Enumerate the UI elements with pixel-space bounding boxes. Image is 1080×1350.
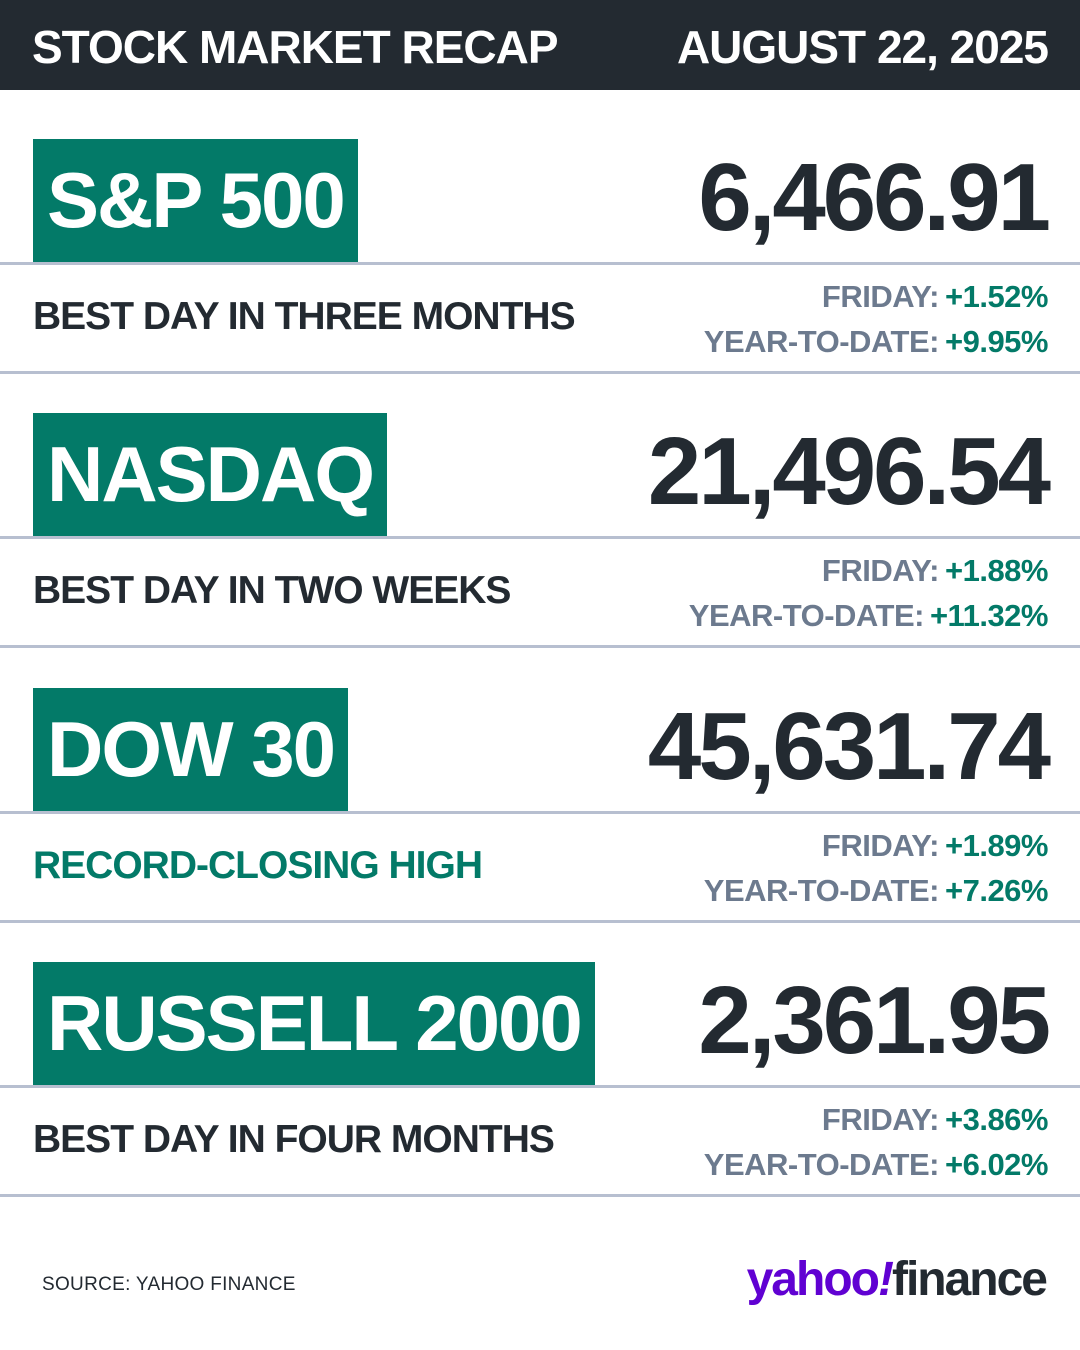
friday-label: FRIDAY:	[821, 828, 940, 863]
index-value: 2,361.95	[698, 967, 1051, 1074]
friday-change-row: FRIDAY: +1.89%	[821, 828, 1049, 864]
ytd-label: YEAR-TO-DATE:	[703, 324, 940, 359]
divider	[0, 262, 1080, 265]
index-tagline: BEST DAY IN THREE MONTHS	[33, 295, 576, 338]
divider	[0, 920, 1080, 923]
logo-finance-text: finance	[891, 1253, 1048, 1306]
index-name-badge: NASDAQ	[33, 413, 388, 536]
logo-exclamation: !	[877, 1253, 894, 1306]
divider	[0, 811, 1080, 814]
index-name-badge: S&P 500	[33, 139, 358, 262]
index-value: 6,466.91	[698, 144, 1051, 251]
header-bar: STOCK MARKET RECAP AUGUST 22, 2025	[0, 0, 1080, 90]
index-section-nasdaq: NASDAQ 21,496.54 BEST DAY IN TWO WEEKS F…	[0, 413, 1080, 648]
index-value: 21,496.54	[647, 418, 1051, 525]
page-title: STOCK MARKET RECAP	[32, 21, 559, 73]
index-section-dow30: DOW 30 45,631.74 RECORD-CLOSING HIGH FRI…	[0, 688, 1080, 923]
friday-change: +1.52%	[944, 279, 1049, 314]
yahoo-finance-logo: yahoo!finance	[746, 1252, 1048, 1307]
friday-change: +3.86%	[944, 1102, 1049, 1137]
ytd-change: +9.95%	[944, 324, 1049, 359]
index-section-russell2000: RUSSELL 2000 2,361.95 BEST DAY IN FOUR M…	[0, 962, 1080, 1197]
friday-label: FRIDAY:	[821, 553, 940, 588]
ytd-change-row: YEAR-TO-DATE: +7.26%	[703, 873, 1049, 909]
ytd-label: YEAR-TO-DATE:	[703, 1147, 940, 1182]
friday-change: +1.88%	[944, 553, 1049, 588]
index-name-badge: RUSSELL 2000	[33, 962, 595, 1085]
friday-change: +1.89%	[944, 828, 1049, 863]
divider	[0, 1085, 1080, 1088]
ytd-label: YEAR-TO-DATE:	[688, 598, 925, 633]
friday-label: FRIDAY:	[821, 1102, 940, 1137]
ytd-change-row: YEAR-TO-DATE: +6.02%	[703, 1147, 1049, 1183]
divider	[0, 1194, 1080, 1197]
divider	[0, 371, 1080, 374]
ytd-change: +6.02%	[944, 1147, 1049, 1182]
source-note: SOURCE: YAHOO FINANCE	[42, 1274, 296, 1295]
index-value: 45,631.74	[647, 693, 1051, 800]
friday-change-row: FRIDAY: +1.52%	[821, 279, 1049, 315]
ytd-change: +11.32%	[929, 598, 1049, 633]
ytd-label: YEAR-TO-DATE:	[703, 873, 940, 908]
recap-date: AUGUST 22, 2025	[676, 21, 1049, 73]
index-tagline: BEST DAY IN FOUR MONTHS	[33, 1118, 555, 1161]
index-name-badge: DOW 30	[33, 688, 349, 811]
ytd-change: +7.26%	[944, 873, 1049, 908]
index-section-sp500: S&P 500 6,466.91 BEST DAY IN THREE MONTH…	[0, 139, 1080, 374]
friday-label: FRIDAY:	[821, 279, 940, 314]
friday-change-row: FRIDAY: +1.88%	[821, 553, 1049, 589]
ytd-change-row: YEAR-TO-DATE: +11.32%	[688, 598, 1049, 634]
index-tagline: RECORD-CLOSING HIGH	[33, 844, 483, 887]
index-tagline: BEST DAY IN TWO WEEKS	[33, 569, 511, 612]
friday-change-row: FRIDAY: +3.86%	[821, 1102, 1049, 1138]
logo-yahoo-text: yahoo	[746, 1253, 880, 1306]
divider	[0, 645, 1080, 648]
divider	[0, 536, 1080, 539]
ytd-change-row: YEAR-TO-DATE: +9.95%	[703, 324, 1049, 360]
